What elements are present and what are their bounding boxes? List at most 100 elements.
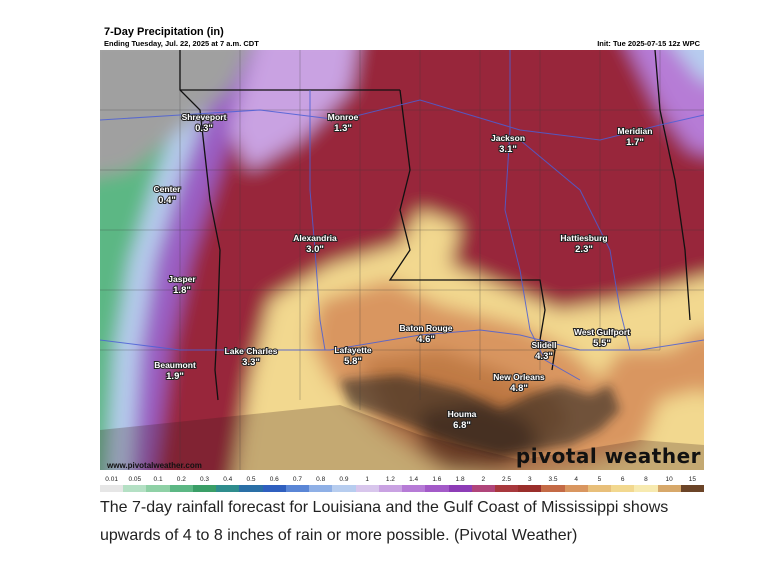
city-name-slidell: Slidell [531, 340, 556, 350]
scale-tick-labels: 0.01 0.05 0.1 0.2 0.3 0.4 0.5 0.6 0.7 0.8 0.9 1 1.2 1… [100, 476, 704, 485]
scale-swatch [146, 485, 170, 492]
city-value-hattiesburg: 2.3" [575, 244, 593, 255]
county-lines [100, 50, 704, 470]
scale-tick-label: 2.5 [502, 476, 512, 483]
city-value-beaumont: 1.9" [166, 371, 184, 382]
city-name-hattiesburg: Hattiesburg [560, 233, 607, 243]
scale-tick-label: 0.8 [316, 476, 326, 483]
city-value-lake-charles: 3.3" [242, 357, 260, 368]
scale-swatch [192, 485, 217, 492]
city-name-west-gulfport: West Gulfport [574, 327, 630, 337]
city-name-houma: Houma [448, 409, 477, 419]
scale-tick-label: 0.4 [223, 476, 233, 483]
scale-tick-label: 0.5 [246, 476, 256, 483]
city-value-baton-rouge: 4.6" [417, 334, 435, 345]
scale-swatch [541, 485, 565, 492]
source-url: www.pivotalweather.com [107, 461, 202, 470]
scale-tick-label: 5 [597, 476, 602, 483]
city-value-west-gulfport: 5.5" [593, 338, 611, 349]
city-name-lafayette: Lafayette [334, 345, 372, 355]
color-scale-legend: 0.01 0.05 0.1 0.2 0.3 0.4 0.5 0.6 0.7 0.8 0.9 1 1.2 1… [100, 476, 705, 492]
scale-swatch [471, 485, 495, 492]
scale-swatch [634, 485, 658, 492]
city-value-houma: 6.8" [453, 420, 471, 431]
city-name-jackson: Jackson [491, 133, 525, 143]
interstate-highways [100, 50, 704, 381]
city-value-center: 0.4" [158, 195, 176, 206]
city-name-lake-charles: Lake Charles [225, 346, 278, 356]
photo-caption: The 7-day rainfall forecast for Louisian… [100, 499, 669, 544]
city-value-meridian: 1.7" [626, 137, 644, 148]
scale-tick-label: 0.1 [153, 476, 163, 483]
city-value-slidell: 4.3" [535, 351, 553, 362]
city-value-jackson: 3.1" [499, 144, 517, 155]
scale-swatch [402, 485, 426, 492]
scale-swatch [680, 485, 705, 492]
scale-tick-label: 1.2 [385, 476, 395, 483]
scale-tick-label: 0.05 [128, 476, 142, 483]
city-name-new-orleans: New Orleans [493, 372, 545, 382]
gulf-shade [100, 405, 704, 470]
scale-swatch [239, 485, 263, 492]
scale-tick-label: 4 [574, 476, 579, 483]
city-labels: Shreveport 0.3" Monroe 1.3" Jackson 3.1"… [153, 111, 654, 432]
city-name-beaumont: Beaumont [154, 360, 196, 370]
scale-swatch [564, 485, 588, 492]
city-name-center: Center [154, 184, 182, 194]
city-value-lafayette: 5.8" [344, 356, 362, 367]
scale-swatch [355, 485, 379, 492]
scale-swatch [169, 485, 193, 492]
scale-swatch [100, 485, 124, 492]
scale-tick-label: 1.6 [432, 476, 442, 483]
scale-swatch [285, 485, 310, 492]
scale-swatch [518, 485, 542, 492]
scale-swatch [216, 485, 240, 492]
brand-logo: pivotal weather [515, 444, 701, 468]
scale-tick-label: 8 [644, 476, 648, 483]
scale-swatch [494, 485, 519, 492]
city-name-jasper: Jasper [168, 274, 196, 284]
city-value-shreveport: 0.3" [195, 123, 213, 134]
map-init-time: Init: Tue 2025-07-15 12z WPC [597, 39, 700, 48]
scale-tick-label: 1 [365, 476, 369, 483]
scale-tick-label: 3 [527, 476, 532, 483]
scale-swatch [378, 485, 403, 492]
city-value-alexandria: 3.0" [306, 244, 324, 255]
city-name-shreveport: Shreveport [182, 112, 227, 122]
scale-swatch [262, 485, 286, 492]
scale-tick-label: 0.01 [105, 476, 118, 483]
scale-tick-label: 1.4 [409, 476, 419, 483]
scale-swatch [657, 485, 681, 492]
city-value-new-orleans: 4.8" [510, 383, 528, 394]
scale-tick-label: 2 [481, 476, 486, 483]
state-borders [179, 50, 691, 401]
scale-tick-label: 3.5 [548, 476, 558, 483]
city-value-jasper: 1.8" [173, 285, 191, 296]
coastline-marsh [340, 375, 620, 455]
map-title: 7-Day Precipitation (in) [104, 26, 224, 38]
scale-tick-label: 6 [620, 476, 625, 483]
city-name-baton-rouge: Baton Rouge [400, 323, 453, 333]
scale-tick-label: 0.2 [176, 476, 186, 483]
city-name-monroe: Monroe [328, 112, 359, 122]
scale-tick-label: 0.7 [292, 476, 302, 483]
scale-swatch [448, 485, 472, 492]
scale-tick-label: 15 [688, 476, 696, 483]
map-canvas: Shreveport 0.3" Monroe 1.3" Jackson 3.1"… [100, 50, 704, 470]
scale-tick-label: 10 [665, 476, 673, 483]
scale-swatch [309, 485, 333, 492]
city-value-monroe: 1.3" [334, 123, 352, 134]
scale-swatch [587, 485, 612, 492]
city-name-meridian: Meridian [618, 126, 653, 136]
scale-swatch [123, 485, 147, 492]
scale-swatch [332, 485, 356, 492]
scale-color-bar [100, 485, 705, 492]
city-name-alexandria: Alexandria [293, 233, 337, 243]
scale-tick-label: 0.9 [339, 476, 349, 483]
scale-swatch [611, 485, 635, 492]
scale-tick-label: 0.3 [200, 476, 210, 483]
scale-tick-label: 0.6 [269, 476, 279, 483]
map-valid-time: Ending Tuesday, Jul. 22, 2025 at 7 a.m. … [104, 39, 259, 48]
scale-swatch [425, 485, 449, 492]
scale-tick-label: 1.8 [455, 476, 465, 483]
